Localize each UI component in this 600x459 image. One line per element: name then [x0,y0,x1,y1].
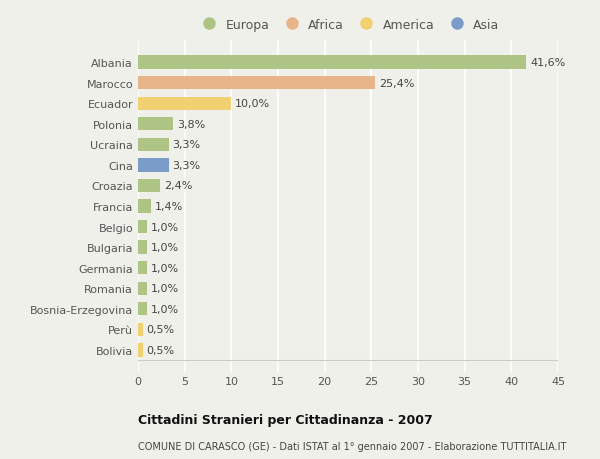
Text: Cittadini Stranieri per Cittadinanza - 2007: Cittadini Stranieri per Cittadinanza - 2… [138,413,433,426]
Text: 3,8%: 3,8% [177,119,205,129]
Text: 1,4%: 1,4% [155,202,183,212]
Text: 0,5%: 0,5% [146,325,175,335]
Text: 1,0%: 1,0% [151,222,179,232]
Text: 0,5%: 0,5% [146,345,175,355]
Bar [138,200,151,213]
Legend: Europa, Africa, America, Asia: Europa, Africa, America, Asia [197,19,499,32]
Bar [138,179,160,193]
Bar [138,56,526,70]
Text: 1,0%: 1,0% [151,304,179,314]
Text: 3,3%: 3,3% [173,161,200,171]
Bar [138,241,148,254]
Text: 10,0%: 10,0% [235,99,270,109]
Text: 3,3%: 3,3% [173,140,200,150]
Bar [138,220,148,234]
Bar [138,262,148,275]
Bar [138,118,173,131]
Bar [138,97,232,111]
Bar [138,159,169,172]
Text: 1,0%: 1,0% [151,263,179,273]
Text: 25,4%: 25,4% [379,78,414,89]
Bar [138,138,169,151]
Bar [138,282,148,295]
Text: COMUNE DI CARASCO (GE) - Dati ISTAT al 1° gennaio 2007 - Elaborazione TUTTITALIA: COMUNE DI CARASCO (GE) - Dati ISTAT al 1… [138,441,566,451]
Text: 2,4%: 2,4% [164,181,193,191]
Bar [138,343,143,357]
Bar [138,302,148,316]
Bar [138,323,143,336]
Text: 41,6%: 41,6% [530,58,565,68]
Bar [138,77,375,90]
Text: 1,0%: 1,0% [151,284,179,294]
Text: 1,0%: 1,0% [151,242,179,252]
